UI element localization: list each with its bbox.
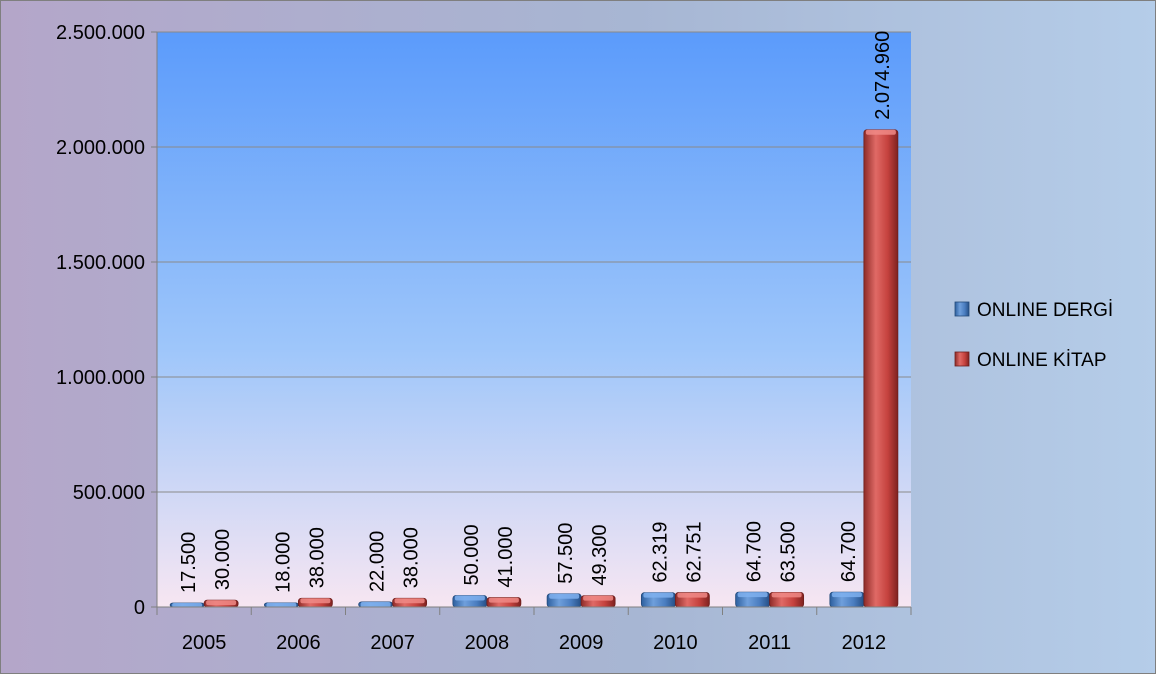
data-label: 38.000 [306, 527, 328, 588]
y-tick-label: 1.500.000 [56, 252, 145, 274]
y-tick-label: 2.000.000 [56, 137, 145, 159]
x-tick-label: 2007 [370, 632, 415, 654]
data-label: 64.700 [838, 521, 860, 582]
x-tick-label: 2009 [559, 632, 604, 654]
bar-cap [488, 597, 519, 603]
data-label: 50.000 [461, 524, 483, 585]
plot-area [157, 32, 911, 607]
data-label: 63.500 [778, 521, 800, 582]
legend-swatch [954, 301, 970, 317]
data-label: 18.000 [272, 532, 294, 593]
x-tick-label: 2008 [465, 632, 510, 654]
bar-online-kitap-2012 [863, 129, 899, 608]
bar-cap [172, 602, 203, 607]
bar-cap [737, 592, 768, 598]
legend-label: ONLINE DERGİ [977, 300, 1113, 321]
bar-cap [771, 592, 802, 598]
bar-cap [394, 598, 425, 604]
data-label: 30.000 [212, 529, 234, 590]
y-tick-label: 500.000 [73, 482, 145, 504]
bar-cap [360, 601, 391, 607]
data-label: 41.000 [495, 526, 517, 587]
data-label: 62.319 [649, 521, 671, 582]
data-label: 64.700 [744, 521, 766, 582]
bar-cap [300, 598, 331, 604]
legend-label: ONLINE KİTAP [977, 350, 1107, 371]
bar-cap [643, 592, 674, 598]
data-label: 2.074.960 [872, 31, 894, 120]
legend-swatch [954, 351, 970, 367]
bar-cap [266, 602, 297, 607]
bar-cap [583, 595, 614, 601]
x-tick-label: 2006 [276, 632, 321, 654]
data-label: 17.500 [178, 532, 200, 593]
x-tick-label: 2010 [653, 632, 698, 654]
data-label: 62.751 [683, 521, 705, 582]
y-tick-label: 1.000.000 [56, 367, 145, 389]
bar-cap [865, 129, 896, 135]
data-label: 38.000 [401, 527, 423, 588]
x-tick-label: 2011 [748, 632, 791, 654]
x-tick-label: 2005 [182, 632, 227, 654]
bar-cap [549, 593, 580, 599]
data-label: 57.500 [555, 523, 577, 584]
y-tick-label: 2.500.000 [56, 22, 145, 44]
bar-cap [831, 592, 862, 598]
x-tick-label: 2012 [842, 632, 887, 654]
y-tick-label: 0 [134, 597, 145, 619]
bar-cap [454, 595, 485, 601]
data-label: 22.000 [367, 531, 389, 592]
data-label: 49.300 [589, 524, 611, 585]
bar-cap [206, 600, 237, 606]
bar-cap [677, 592, 708, 598]
